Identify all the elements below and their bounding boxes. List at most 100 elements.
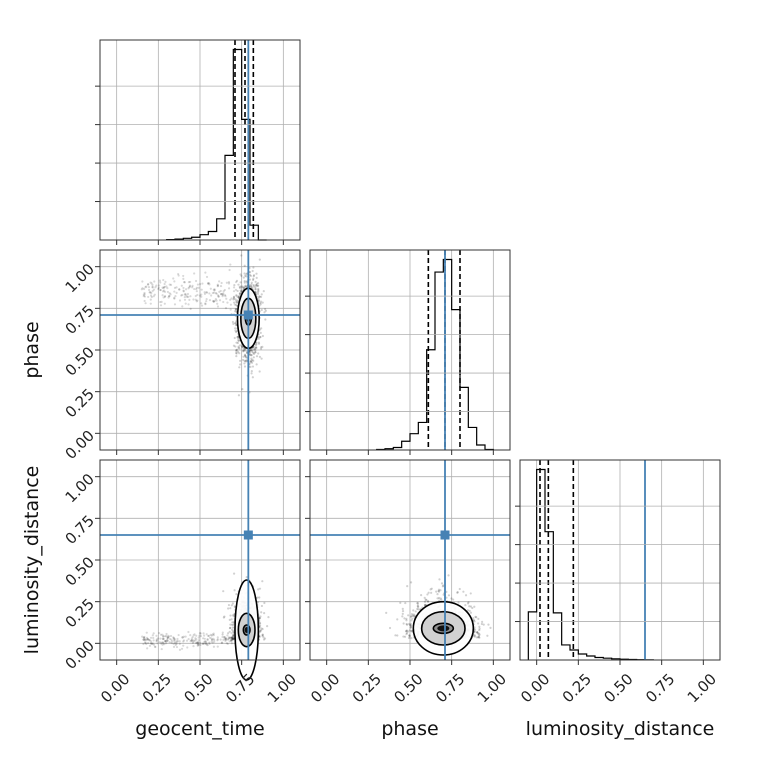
sample-point xyxy=(162,287,165,290)
sample-point xyxy=(230,297,233,300)
sample-point xyxy=(187,287,190,290)
sample-point xyxy=(226,642,229,645)
sample-point xyxy=(191,635,194,639)
sample-point xyxy=(147,286,151,289)
sample-point xyxy=(182,644,185,647)
sample-point xyxy=(165,635,168,638)
sample-point xyxy=(185,294,188,297)
sample-point xyxy=(222,300,225,304)
sample-point xyxy=(233,303,236,306)
sample-point xyxy=(196,293,199,297)
sample-point xyxy=(203,637,206,640)
sample-point xyxy=(190,637,194,640)
sample-point xyxy=(259,630,262,633)
sample-point xyxy=(232,290,236,293)
sample-point xyxy=(236,350,240,353)
sample-point xyxy=(230,604,233,607)
sample-point xyxy=(213,640,216,643)
sample-point xyxy=(251,376,254,379)
sample-point xyxy=(189,640,192,643)
sample-point xyxy=(224,638,227,641)
sample-point xyxy=(248,278,252,281)
sample-point xyxy=(239,281,242,284)
sample-point xyxy=(161,637,164,640)
sample-point xyxy=(227,287,231,290)
sample-point xyxy=(229,263,232,266)
sample-point xyxy=(245,356,248,359)
sample-point xyxy=(196,641,199,644)
x-axis-label-luminosity_distance: luminosity_distance xyxy=(526,718,715,740)
sample-point xyxy=(195,641,198,644)
sample-point xyxy=(258,370,261,373)
sample-point xyxy=(250,349,253,352)
sample-point xyxy=(187,630,190,634)
x-tick-label: 0.00 xyxy=(307,670,343,706)
sample-point xyxy=(230,642,233,645)
sample-point xyxy=(207,634,211,637)
sample-point xyxy=(259,629,263,632)
sample-point xyxy=(255,284,258,287)
sample-point xyxy=(184,635,187,638)
sample-point xyxy=(250,281,253,284)
y-tick-label: 0.75 xyxy=(62,512,98,548)
sample-point xyxy=(159,633,163,636)
sample-point xyxy=(197,643,200,646)
sample-point xyxy=(394,634,397,637)
sample-point xyxy=(162,641,165,645)
sample-point xyxy=(473,631,476,634)
sample-point xyxy=(159,281,162,284)
sample-point xyxy=(259,629,262,632)
sample-point xyxy=(257,341,260,344)
sample-point xyxy=(213,288,216,291)
sample-point xyxy=(238,286,242,290)
sample-point xyxy=(231,637,235,641)
sample-point xyxy=(183,281,186,284)
sample-point xyxy=(236,295,239,299)
sample-point xyxy=(229,623,232,626)
scatter-panel-phase-vs-luminosity_distance: 0.00 0.25 0.50 0.75 1.00 xyxy=(305,459,511,706)
sample-point xyxy=(230,636,233,640)
sample-point xyxy=(226,301,229,304)
sample-point xyxy=(150,282,153,285)
sample-point xyxy=(237,339,241,342)
sample-point xyxy=(152,295,155,298)
sample-point xyxy=(172,637,176,640)
sample-point xyxy=(261,627,264,631)
sample-point xyxy=(241,387,244,391)
sample-point xyxy=(216,284,220,287)
sample-point xyxy=(262,290,265,293)
sample-point xyxy=(260,293,263,296)
sample-point xyxy=(148,639,151,642)
sample-point xyxy=(261,301,264,304)
sample-point xyxy=(238,285,241,288)
sample-point xyxy=(249,360,253,363)
sample-point xyxy=(145,639,148,642)
sample-point xyxy=(238,292,241,295)
sample-point xyxy=(412,609,415,612)
sample-point xyxy=(165,285,168,288)
sample-point xyxy=(194,639,197,642)
sample-point xyxy=(242,349,245,352)
sample-point xyxy=(261,633,264,637)
sample-point xyxy=(232,298,235,301)
sample-point xyxy=(192,298,195,301)
sample-point xyxy=(156,637,160,640)
sample-point xyxy=(235,355,238,358)
sample-point xyxy=(230,618,233,621)
sample-point xyxy=(260,308,263,312)
sample-point xyxy=(183,295,186,299)
sample-point xyxy=(250,357,253,360)
sample-point xyxy=(192,640,195,643)
sample-point xyxy=(178,288,181,291)
sample-point xyxy=(164,639,167,643)
sample-point xyxy=(430,591,433,594)
sample-point xyxy=(261,334,264,338)
sample-point xyxy=(178,288,181,291)
sample-point xyxy=(402,635,405,638)
x-tick-label: 0.00 xyxy=(517,670,553,706)
sample-point xyxy=(174,295,177,298)
sample-point xyxy=(189,634,192,637)
sample-point xyxy=(201,282,204,285)
sample-point xyxy=(162,635,165,638)
sample-point xyxy=(474,615,477,618)
